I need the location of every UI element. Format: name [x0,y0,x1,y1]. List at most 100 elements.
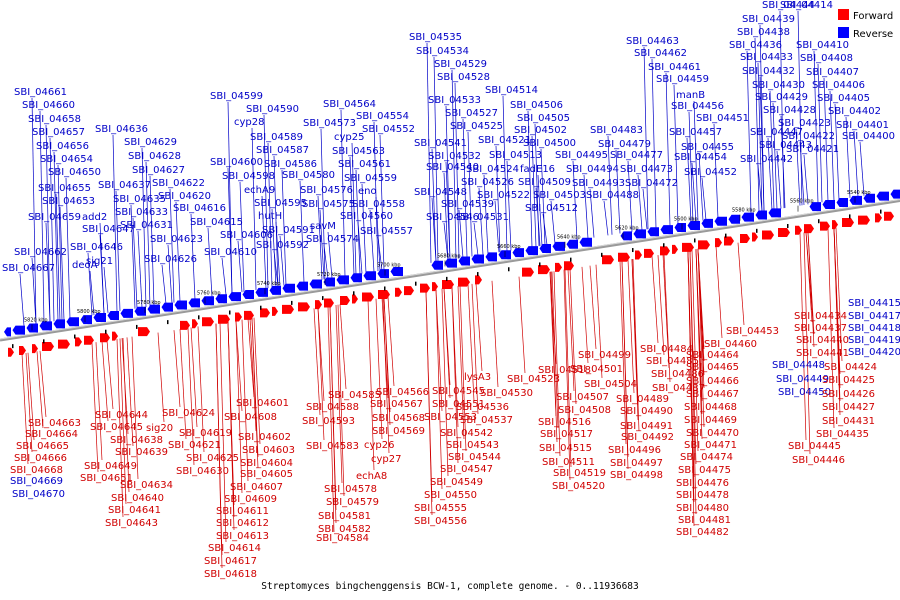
label-connector [483,174,489,254]
label-connector [89,270,95,316]
forward-gene-label: SBI_04553 [424,412,477,423]
label-connector [267,142,273,288]
forward-gene-arrow [458,277,470,287]
reverse-gene-arrow [539,243,551,253]
reverse-gene-label: SBI_04420 [848,347,900,358]
reverse-gene-label: SBI_04422 [782,131,835,142]
feature-mark [477,272,479,277]
reverse-gene-label: SBI_04477 [610,150,663,161]
feature-mark [508,267,510,272]
label-connector-lines [19,10,865,569]
reverse-gene-label: SBI_04529 [434,59,487,70]
reverse-gene-label: SBI_04599 [210,91,263,102]
reverse-gene-label: SBI_04432 [742,66,795,77]
label-connector [823,77,829,202]
label-connector [813,50,819,203]
reverse-gene-label: manB [676,90,705,101]
forward-gene-label: SBI_04441 [796,348,849,359]
label-connector [122,337,130,493]
forward-gene-label: SBI_04523 [507,374,560,385]
forward-gene-arrow [180,320,190,330]
reverse-gene-label: SBI_04561 [338,159,391,170]
reverse-gene-arrow [849,195,862,205]
reverse-gene-label: SBI_04479 [598,139,651,150]
reverse-gene-label: SBI_04438 [737,27,790,38]
reverse-gene-label: SBI_04654 [40,154,93,165]
label-connector [746,50,752,214]
label-connector [361,183,367,273]
forward-gene-label: SBI_04614 [208,543,261,554]
reverse-gene-label: SBI_04406 [812,80,865,91]
forward-gene-arrow [404,286,414,296]
reverse-gene-label: SBI_04410 [796,40,849,51]
reverse-gene-label: SBI_04660 [22,100,75,111]
scale-tick-label: 5740 kbp [257,281,281,287]
reverse-gene-arrow [161,302,173,312]
reverse-gene-label: SBI_04449 [776,374,829,385]
feature-mark [260,305,262,310]
reverse-gene-label: SBI_04629 [124,137,177,148]
label-connector [697,248,705,428]
forward-gene-label: SBI_04612 [216,518,269,529]
reverse-gene-arrow [269,285,281,295]
label-connector [317,195,323,280]
reverse-gene-label: SBI_04509 [518,177,571,188]
label-connector [281,169,287,286]
reverse-gene-label: SBI_04637 [98,180,151,191]
reverse-gene-label: SBI_04415 [848,298,900,309]
forward-gene-label: SBI_04618 [204,569,257,580]
label-connector [169,188,175,303]
forward-gene-label: SBI_04607 [230,482,283,493]
label-connector [273,155,279,287]
reverse-gene-label: SBI_04448 [772,360,825,371]
reverse-gene-label: SBI_04473 [620,164,673,175]
reverse-gene-arrow [309,279,322,289]
reverse-gene-arrow [282,283,295,293]
forward-gene-label: SBI_04584 [316,533,369,544]
reverse-gene-label: SBI_04443 [759,140,812,151]
reverse-gene-label: SBI_04646 [70,242,123,253]
forward-gene-label: SBI_04482 [676,527,729,538]
reverse-gene-label: deoA [72,260,98,271]
label-connector [119,338,127,505]
forward-gene-label: SBI_04478 [676,490,729,501]
reverse-gene-label: SBI_04558 [352,199,405,210]
forward-gene-label: SBI_04644 [95,410,148,421]
label-connector [767,137,773,210]
label-connector [693,100,699,222]
scale-tick-label: 5640 kbp [557,235,581,241]
label-connector [187,327,195,466]
label-connector [769,90,775,210]
label-connector [827,228,835,429]
label-connector [829,90,835,201]
reverse-gene-arrow [4,327,11,337]
forward-gene-label: SBI_04516 [538,417,591,428]
reverse-gene-label: SBI_04421 [786,144,839,155]
label-connector [651,255,659,344]
reverse-gene-label: SBI_04408 [800,53,853,64]
label-connector [27,352,35,441]
label-connector [581,266,589,364]
reverse-gene-label: SBI_04436 [729,40,782,51]
label-connector [130,204,136,309]
label-connector [795,128,801,206]
forward-gene-label: SBI_04501 [570,364,623,375]
reverse-gene-arrow [174,300,187,310]
label-connector [853,130,859,197]
label-connector [506,160,512,251]
feature-mark [601,252,603,257]
reverse-gene-arrow [53,319,65,329]
reverse-gene-label: savM [310,221,336,232]
forward-gene-label: SBI_04515 [539,443,592,454]
reverse-gene-label: SBI_04493 [572,178,625,189]
feature-mark [322,296,324,301]
reverse-gene-arrow [620,231,632,241]
reverse-gene-label: eno [358,186,377,197]
genome-backbone [0,199,900,342]
label-connector [103,266,109,313]
scale-tick-label: 5620 kbp [615,226,639,232]
forward-gene-label: SBI_04651 [80,473,133,484]
label-connector [115,190,121,312]
forward-gene-label: SBI_04579 [326,497,379,508]
reverse-gene-label: sig21 [86,256,113,267]
